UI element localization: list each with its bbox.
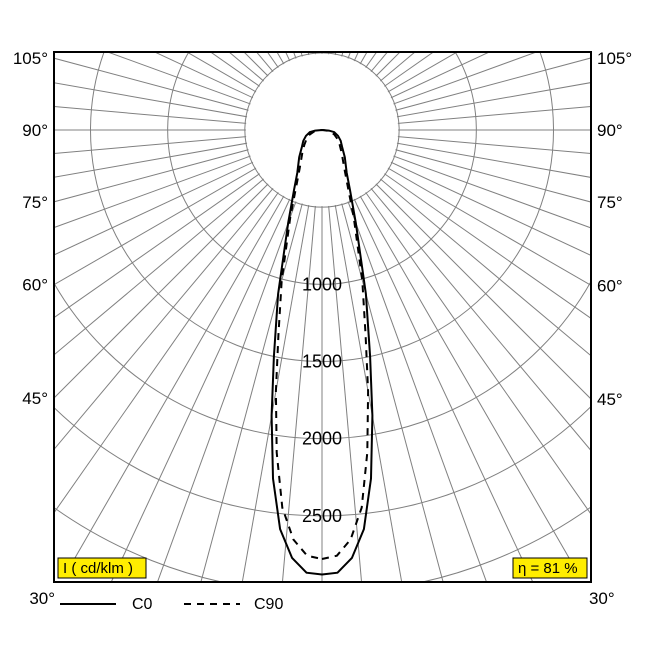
angle-label: 30° [29, 589, 55, 608]
units-label: I ( cd/klm ) [63, 560, 133, 577]
radial-label: 2500 [302, 506, 342, 526]
polar-chart: 1000 1500 2000 2500 105° 90° 75° 60° 45° 30° 105° 9… [0, 0, 650, 650]
angle-label: 60° [22, 276, 48, 295]
angle-label: 45° [22, 389, 48, 408]
angle-label: 75° [597, 193, 623, 212]
radial-label: 1000 [302, 274, 342, 294]
legend-label-c90: C90 [254, 596, 283, 613]
angle-label: 90° [597, 121, 623, 140]
angle-label: 105° [597, 49, 632, 68]
legend-label-c0: C0 [132, 596, 153, 613]
angle-label: 90° [22, 121, 48, 140]
angle-label: 45° [597, 390, 623, 409]
angle-label: 105° [13, 49, 48, 68]
angle-label: 30° [589, 589, 615, 608]
radial-label: 2000 [302, 429, 342, 449]
angle-label: 60° [597, 276, 623, 295]
efficiency-label: η = 81 % [518, 560, 578, 577]
radial-label: 1500 [302, 352, 342, 372]
angle-label: 75° [22, 193, 48, 212]
